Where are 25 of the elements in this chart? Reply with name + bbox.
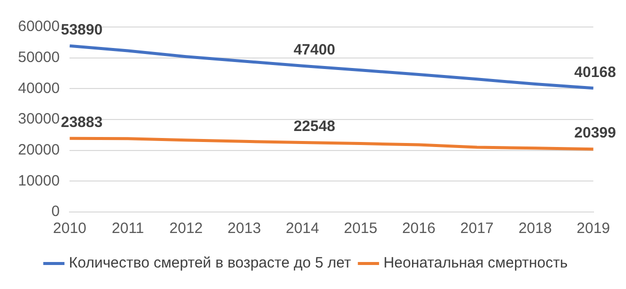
y-tick-label: 40000 — [18, 80, 60, 97]
x-tick-label: 2019 — [576, 220, 610, 238]
data-label: 53890 — [60, 21, 103, 38]
data-label: 23883 — [60, 114, 103, 131]
x-tick-label: 2012 — [169, 220, 203, 238]
y-tick-label: 0 — [51, 203, 60, 220]
data-label: 20399 — [574, 124, 616, 142]
x-tick-label: 2017 — [460, 220, 494, 238]
data-label: 47400 — [294, 41, 336, 58]
y-tick-label: 50000 — [18, 48, 60, 66]
x-tick-label: 2015 — [344, 220, 378, 238]
x-tick-label: 2018 — [518, 220, 552, 238]
x-tick-label: 2011 — [112, 220, 144, 238]
data-label: 22548 — [294, 118, 336, 136]
y-tick-label: 30000 — [18, 110, 60, 128]
x-tick-label: 2013 — [228, 220, 261, 238]
x-tick-label: 2010 — [53, 220, 86, 238]
y-tick-label: 60000 — [18, 18, 60, 36]
data-label: 40168 — [574, 64, 616, 81]
y-tick-label: 20000 — [18, 141, 60, 158]
x-tick-label: 2016 — [402, 220, 436, 238]
x-tick-label: 2014 — [286, 220, 320, 238]
legend-label: Количество смертей в возрасте до 5 лет — [68, 254, 352, 272]
legend-label: Неонатальная смертность — [383, 254, 568, 272]
y-tick-label: 10000 — [18, 172, 60, 190]
